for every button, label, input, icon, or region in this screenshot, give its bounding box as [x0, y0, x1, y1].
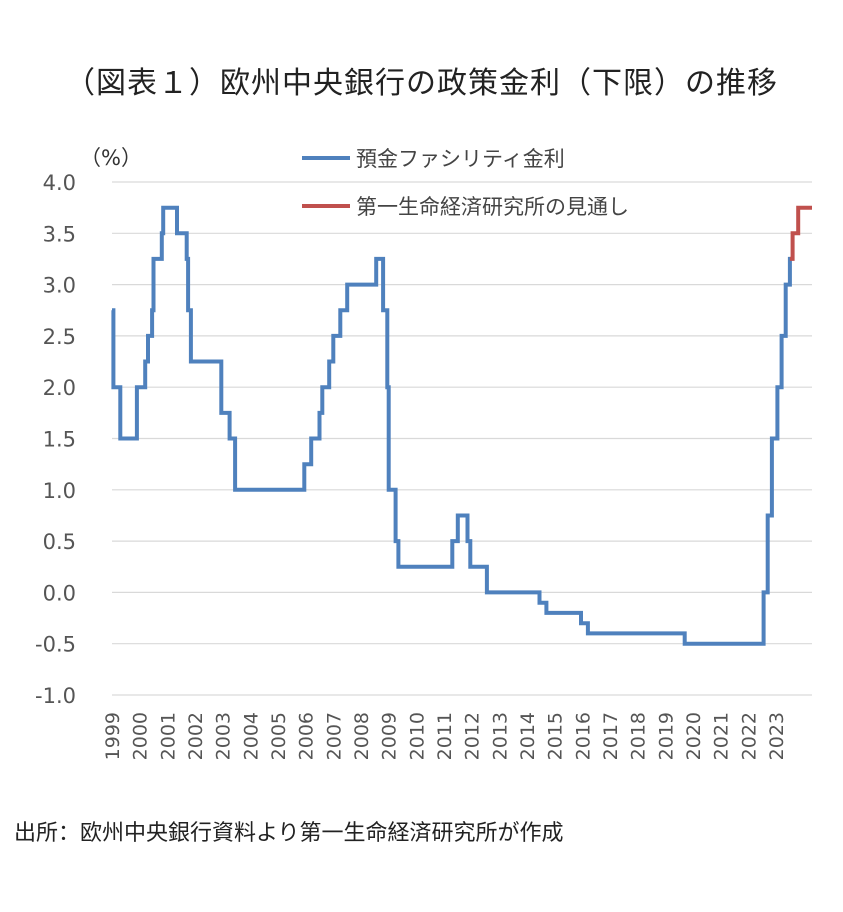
legend-label-1: 預金ファシリティ金利: [356, 147, 565, 171]
y-tick-label: 4.0: [43, 171, 76, 195]
x-tick-label: 2004: [240, 712, 262, 760]
y-tick-label: 0.0: [43, 581, 76, 605]
x-tick-label: 2002: [185, 712, 207, 760]
x-tick-label: 2007: [323, 712, 345, 760]
y-tick-label: 3.5: [43, 222, 76, 246]
y-tick-label: -0.5: [35, 633, 76, 657]
x-tick-label: 2016: [572, 712, 594, 760]
x-tick-label: 2003: [213, 712, 235, 760]
series-line-1: [111, 205, 792, 646]
y-tick-label: 0.5: [43, 530, 76, 554]
y-axis-ticks: 4.0 3.5 3.0 2.5 2.0 1.5 1.0 0.5 0.0 -0.5 -1.0: [35, 171, 76, 708]
x-tick-label: 2009: [379, 712, 401, 760]
x-tick-label: 2006: [296, 712, 318, 760]
x-tick-label: 2019: [655, 712, 677, 760]
series-line-2: [789, 205, 812, 261]
chart-title: （図表１）欧州中央銀行の政策金利（下限）の推移: [65, 66, 778, 101]
x-axis-ticks: 1999 2000 2001 2002 2003 2004 2005 2006 2007 2008…: [102, 712, 788, 760]
x-tick-label: 2000: [130, 712, 152, 760]
x-tick-label: 2020: [683, 712, 705, 760]
y-tick-label: 2.5: [43, 325, 76, 349]
x-tick-label: 2008: [351, 712, 373, 760]
y-tick-label: 3.0: [43, 274, 76, 298]
legend-label-2: 第一生命経済研究所の見通し: [356, 195, 629, 219]
y-axis-unit: （%）: [80, 146, 142, 170]
x-tick-label: 2005: [268, 712, 290, 760]
source-note: 出所：欧州中央銀行資料より第一生命経済研究所が作成: [14, 821, 564, 846]
y-tick-label: -1.0: [35, 684, 76, 708]
x-tick-label: 2018: [628, 712, 650, 760]
x-tick-label: 2022: [738, 712, 760, 760]
x-tick-label: 1999: [102, 712, 124, 760]
x-tick-label: 2017: [600, 712, 622, 760]
x-tick-label: 2011: [434, 712, 456, 760]
x-tick-label: 2023: [766, 712, 788, 760]
series-lines: [111, 205, 812, 646]
y-tick-label: 2.0: [43, 376, 76, 400]
x-tick-label: 2014: [517, 712, 539, 760]
y-tick-label: 1.5: [43, 428, 76, 452]
x-tick-label: 2021: [711, 712, 733, 760]
x-tick-label: 2013: [489, 712, 511, 760]
x-tick-label: 2012: [462, 712, 484, 760]
chart: 4.0 3.5 3.0 2.5 2.0 1.5 1.0 0.5 0.0 -0.5 -1.0 1999…: [35, 147, 812, 760]
x-tick-label: 2001: [157, 712, 179, 760]
gridlines: [112, 181, 812, 696]
x-tick-label: 2010: [406, 712, 428, 760]
x-tick-label: 2015: [545, 712, 567, 760]
y-tick-label: 1.0: [43, 479, 76, 503]
